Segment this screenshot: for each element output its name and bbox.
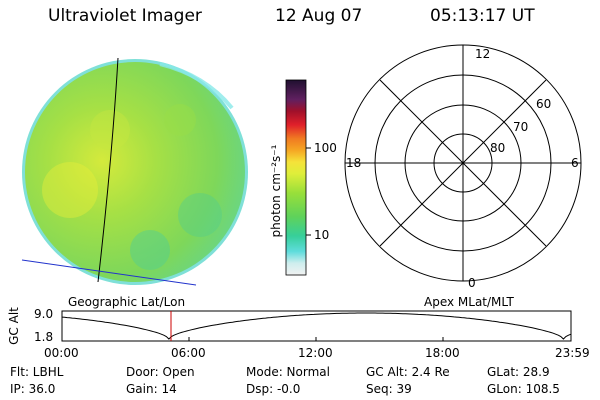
info-gain: Gain: 14 <box>126 382 177 396</box>
xtick-0000: 00:00 <box>44 346 79 360</box>
polar-label-12: 12 <box>475 47 491 61</box>
polar-label-6: 6 <box>571 156 579 170</box>
earth-image <box>21 57 248 286</box>
polar-ring-60: 60 <box>536 97 552 111</box>
apex-caption: Apex MLat/MLT <box>424 295 514 309</box>
info-glon: GLon: 108.5 <box>487 382 560 396</box>
polar-label-18: 18 <box>346 156 362 170</box>
time-label: 05:13:17 UT <box>430 6 535 26</box>
info-door: Door: Open <box>126 365 195 379</box>
polar-ring-80: 80 <box>490 141 506 155</box>
info-dsp: Dsp: -0.0 <box>246 382 301 396</box>
altitude-ylabel: GC Alt <box>7 307 21 345</box>
altitude-curve <box>61 312 572 340</box>
info-ip: IP: 36.0 <box>10 382 56 396</box>
altitude-plot-frame <box>61 310 572 342</box>
instrument-title: Ultraviolet Imager <box>48 6 202 26</box>
colorbar-tick-10: 10 <box>314 228 330 242</box>
polar-plot <box>344 44 582 282</box>
ytick-9: 9.0 <box>34 307 54 321</box>
colorbar-tick-100: 100 <box>314 141 337 155</box>
colorbar-unit-label: photon cm⁻²s⁻¹ <box>269 144 283 238</box>
geographic-caption: Geographic Lat/Lon <box>68 295 186 309</box>
latitude-line <box>21 259 197 286</box>
info-glat: GLat: 28.9 <box>487 365 550 379</box>
polar-ring-70: 70 <box>513 120 529 134</box>
xtick-2359: 23:59 <box>555 346 590 360</box>
polar-label-0: 0 <box>468 276 476 290</box>
info-flt: Flt: LBHL <box>10 365 64 379</box>
colorbar <box>285 79 307 276</box>
info-seq: Seq: 39 <box>366 382 412 396</box>
meridian-line <box>97 57 119 283</box>
xtick-1800: 18:00 <box>425 346 460 360</box>
date-label: 12 Aug 07 <box>275 6 363 26</box>
xtick-0600: 06:00 <box>171 346 206 360</box>
info-gcalt: GC Alt: 2.4 Re <box>366 365 450 379</box>
ytick-1-8: 1.8 <box>34 330 54 344</box>
xtick-1200: 12:00 <box>298 346 333 360</box>
info-mode: Mode: Normal <box>246 365 330 379</box>
